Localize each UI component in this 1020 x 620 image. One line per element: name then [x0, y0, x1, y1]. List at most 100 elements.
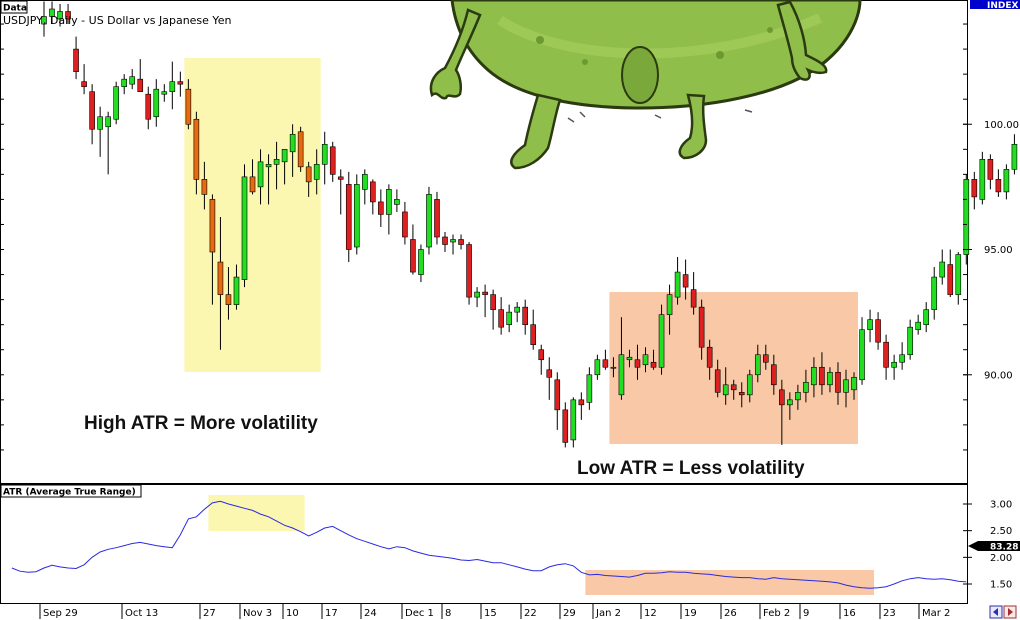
x-tick-label: Nov 3: [243, 608, 272, 619]
candle: [795, 384, 801, 410]
y-tick-label: 95.00: [984, 245, 1013, 256]
candle: [522, 299, 529, 335]
right-scale-area: [968, 0, 1020, 604]
candle: [779, 379, 785, 445]
candle: [706, 339, 713, 380]
atr-title: ATR (Average True Range): [3, 488, 136, 498]
candle: [546, 357, 553, 400]
candle: [506, 304, 512, 333]
candle: [746, 369, 753, 403]
candle: [233, 264, 240, 310]
candle: [554, 372, 561, 430]
candle: [442, 231, 448, 253]
main-y-axis: 100.00 95.00 90.00: [0, 23, 1019, 451]
x-tick-label: 10: [286, 608, 299, 619]
x-tick-label: 19: [684, 608, 697, 619]
chart-title: USDJPY, Daily - US Dollar vs Japanese Ye…: [3, 14, 231, 27]
candle: [827, 367, 833, 393]
candle: [690, 272, 697, 315]
candle: [907, 319, 913, 360]
atr-y-axis: 3.00 2.50 2.00 1.50: [963, 500, 1012, 591]
candle: [650, 349, 657, 370]
candle: [979, 151, 986, 205]
candle: [129, 69, 136, 90]
candle: [891, 354, 897, 380]
candle: [1003, 164, 1010, 200]
candle: [610, 357, 617, 378]
x-tick-label: Dec 1: [405, 608, 434, 619]
candle: [321, 131, 328, 185]
candle: [153, 79, 160, 127]
x-tick-label: Feb 2: [763, 608, 790, 619]
low-atr-annotation: Low ATR = Less volatility: [577, 458, 805, 479]
x-tick-label: 24: [364, 608, 377, 619]
candle: [634, 344, 641, 380]
candle: [578, 392, 585, 420]
x-axis: Sep 29 Oct 13 27 Nov 3 10 17 24 Dec 1 8 15 22 29 Jan…: [39, 604, 950, 619]
candle: [851, 372, 857, 400]
candle: [313, 149, 320, 195]
candle: [570, 397, 577, 448]
candle: [113, 81, 119, 125]
candle: [370, 179, 376, 215]
candle: [722, 367, 729, 405]
candle: [819, 352, 825, 395]
highlight-zone-high: [184, 58, 321, 372]
candle: [466, 242, 472, 305]
candle: [835, 362, 841, 405]
candle: [41, 1, 47, 37]
candle: [257, 149, 264, 205]
candle: [859, 317, 865, 385]
candle: [618, 317, 625, 400]
candle: [410, 224, 416, 275]
atr-y-tick-label: 3.00: [990, 500, 1012, 511]
candle: [249, 159, 256, 195]
candle: [987, 154, 994, 190]
candle: [386, 184, 392, 235]
candle: [666, 284, 673, 335]
current-value-marker: [968, 541, 1020, 551]
candle: [137, 59, 144, 92]
candle: [241, 164, 248, 288]
candle: [594, 354, 601, 380]
candle: [1011, 134, 1018, 175]
atr-line: [11, 500, 967, 589]
x-tick-label: 8: [445, 608, 451, 619]
data-tab[interactable]: [0, 0, 28, 14]
candle: [923, 302, 930, 333]
x-tick-label: 26: [724, 608, 737, 619]
candle: [843, 369, 849, 408]
candle: [682, 259, 689, 300]
candle: [201, 161, 208, 210]
candle: [642, 347, 649, 373]
candle: [378, 189, 384, 227]
candle: [145, 86, 152, 130]
atr-y-tick-label: 1.50: [990, 580, 1012, 591]
candle: [971, 171, 978, 210]
candle: [883, 334, 889, 380]
candle: [394, 189, 400, 212]
atr-highlight-zones: [208, 495, 875, 595]
x-tick-label: 15: [484, 608, 497, 619]
candle: [81, 64, 87, 95]
candle: [738, 382, 745, 408]
x-tick-label: 29: [563, 608, 576, 619]
x-tick-label: 9: [803, 608, 809, 619]
candle: [586, 367, 593, 410]
x-tick-label: 22: [524, 608, 537, 619]
atr-zone-high: [208, 495, 305, 531]
candle: [273, 141, 280, 190]
candle: [297, 126, 304, 172]
x-tick-label: 12: [644, 608, 657, 619]
candle: [939, 249, 946, 285]
candle: [121, 74, 127, 95]
candle: [915, 314, 921, 335]
candle: [329, 141, 336, 182]
candle: [658, 304, 665, 375]
candle: [402, 201, 408, 245]
x-tick-label: 23: [883, 608, 896, 619]
candle: [803, 369, 809, 403]
index-tab[interactable]: [970, 0, 1020, 9]
candle: [177, 71, 184, 97]
